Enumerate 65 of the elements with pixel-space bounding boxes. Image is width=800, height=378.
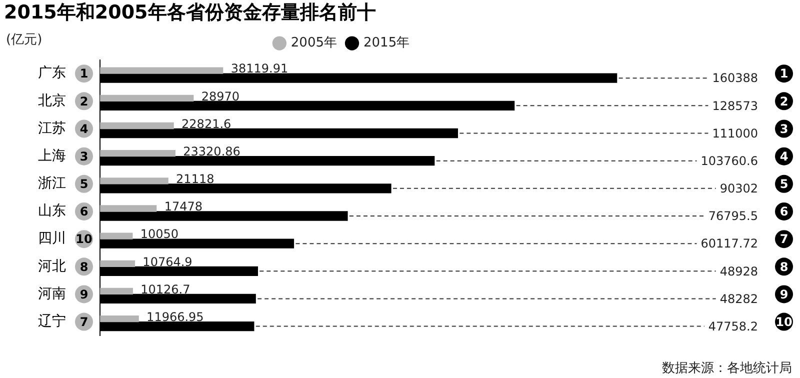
bar bbox=[100, 288, 133, 295]
y-tick-label: 广东 bbox=[38, 65, 66, 82]
data-label: 48282 bbox=[720, 292, 758, 306]
bar bbox=[100, 232, 133, 240]
text: 8 bbox=[80, 260, 88, 274]
text: 8 bbox=[780, 260, 788, 274]
data-label: 10050 bbox=[140, 227, 179, 242]
data-label: 21118 bbox=[176, 172, 214, 186]
bar bbox=[100, 205, 157, 212]
text: 5 bbox=[780, 177, 788, 192]
bar bbox=[100, 315, 139, 322]
text: 9 bbox=[80, 287, 88, 302]
y-tick-label: 山东 bbox=[38, 203, 66, 220]
data-label: 28970 bbox=[201, 89, 240, 104]
data-label: 90302 bbox=[720, 182, 758, 196]
data-label: 103760.6 bbox=[700, 154, 758, 168]
text: 2 bbox=[780, 94, 788, 108]
text: 4 bbox=[780, 149, 788, 164]
bar bbox=[100, 122, 174, 130]
text: 10 bbox=[76, 232, 92, 246]
text: 1 bbox=[780, 66, 788, 81]
y-tick-label: 四川 bbox=[38, 230, 66, 247]
text: 5 bbox=[80, 177, 88, 192]
data-label: 47758.2 bbox=[708, 319, 758, 334]
data-label: 111000 bbox=[712, 126, 758, 140]
bar bbox=[100, 260, 136, 267]
bar bbox=[100, 67, 224, 74]
data-label: 23320.86 bbox=[183, 144, 240, 158]
data-label: 38119.91 bbox=[230, 62, 288, 76]
text: 2 bbox=[80, 94, 88, 108]
text: 1 bbox=[80, 66, 88, 81]
text: 9 bbox=[780, 287, 788, 302]
data-label: 60117.72 bbox=[700, 236, 758, 251]
y-axis-title: (亿元) bbox=[6, 32, 42, 48]
text: 6 bbox=[80, 204, 88, 219]
text: 7 bbox=[80, 314, 88, 329]
y-tick-label: 上海 bbox=[38, 148, 66, 164]
legend-label: 2015年 bbox=[364, 36, 410, 51]
source-note: 数据来源：各地统计局 bbox=[662, 360, 792, 376]
data-label: 22821.6 bbox=[182, 116, 232, 131]
y-tick-label: 北京 bbox=[38, 92, 66, 109]
text: 7 bbox=[780, 232, 788, 246]
data-label: 17478 bbox=[164, 200, 203, 214]
text: 6 bbox=[780, 204, 788, 219]
y-tick-label: 河南 bbox=[38, 286, 66, 302]
data-label: 160388 bbox=[712, 71, 758, 86]
y-tick-label: 江苏 bbox=[38, 120, 66, 136]
legend-label: 2005年 bbox=[290, 36, 338, 51]
data-label: 128573 bbox=[712, 98, 758, 113]
data-label: 10764.9 bbox=[142, 254, 192, 269]
y-tick-label: 浙江 bbox=[38, 176, 66, 192]
y-tick-label: 辽宁 bbox=[38, 313, 66, 330]
data-label: 11966.95 bbox=[146, 310, 204, 324]
bar bbox=[100, 94, 194, 102]
text: 4 bbox=[80, 122, 88, 136]
text: 3 bbox=[780, 122, 788, 136]
bar bbox=[100, 178, 168, 184]
bar bbox=[100, 150, 176, 157]
data-label: 48928 bbox=[720, 264, 758, 278]
y-tick-label: 河北 bbox=[38, 258, 66, 274]
data-label: 76795.5 bbox=[708, 209, 758, 224]
chart-title: 2015年和2005年各省份资金存量排名前十 bbox=[4, 1, 376, 24]
data-label: 10126.7 bbox=[140, 282, 190, 296]
text: 3 bbox=[80, 149, 88, 164]
text: 10 bbox=[776, 314, 792, 329]
